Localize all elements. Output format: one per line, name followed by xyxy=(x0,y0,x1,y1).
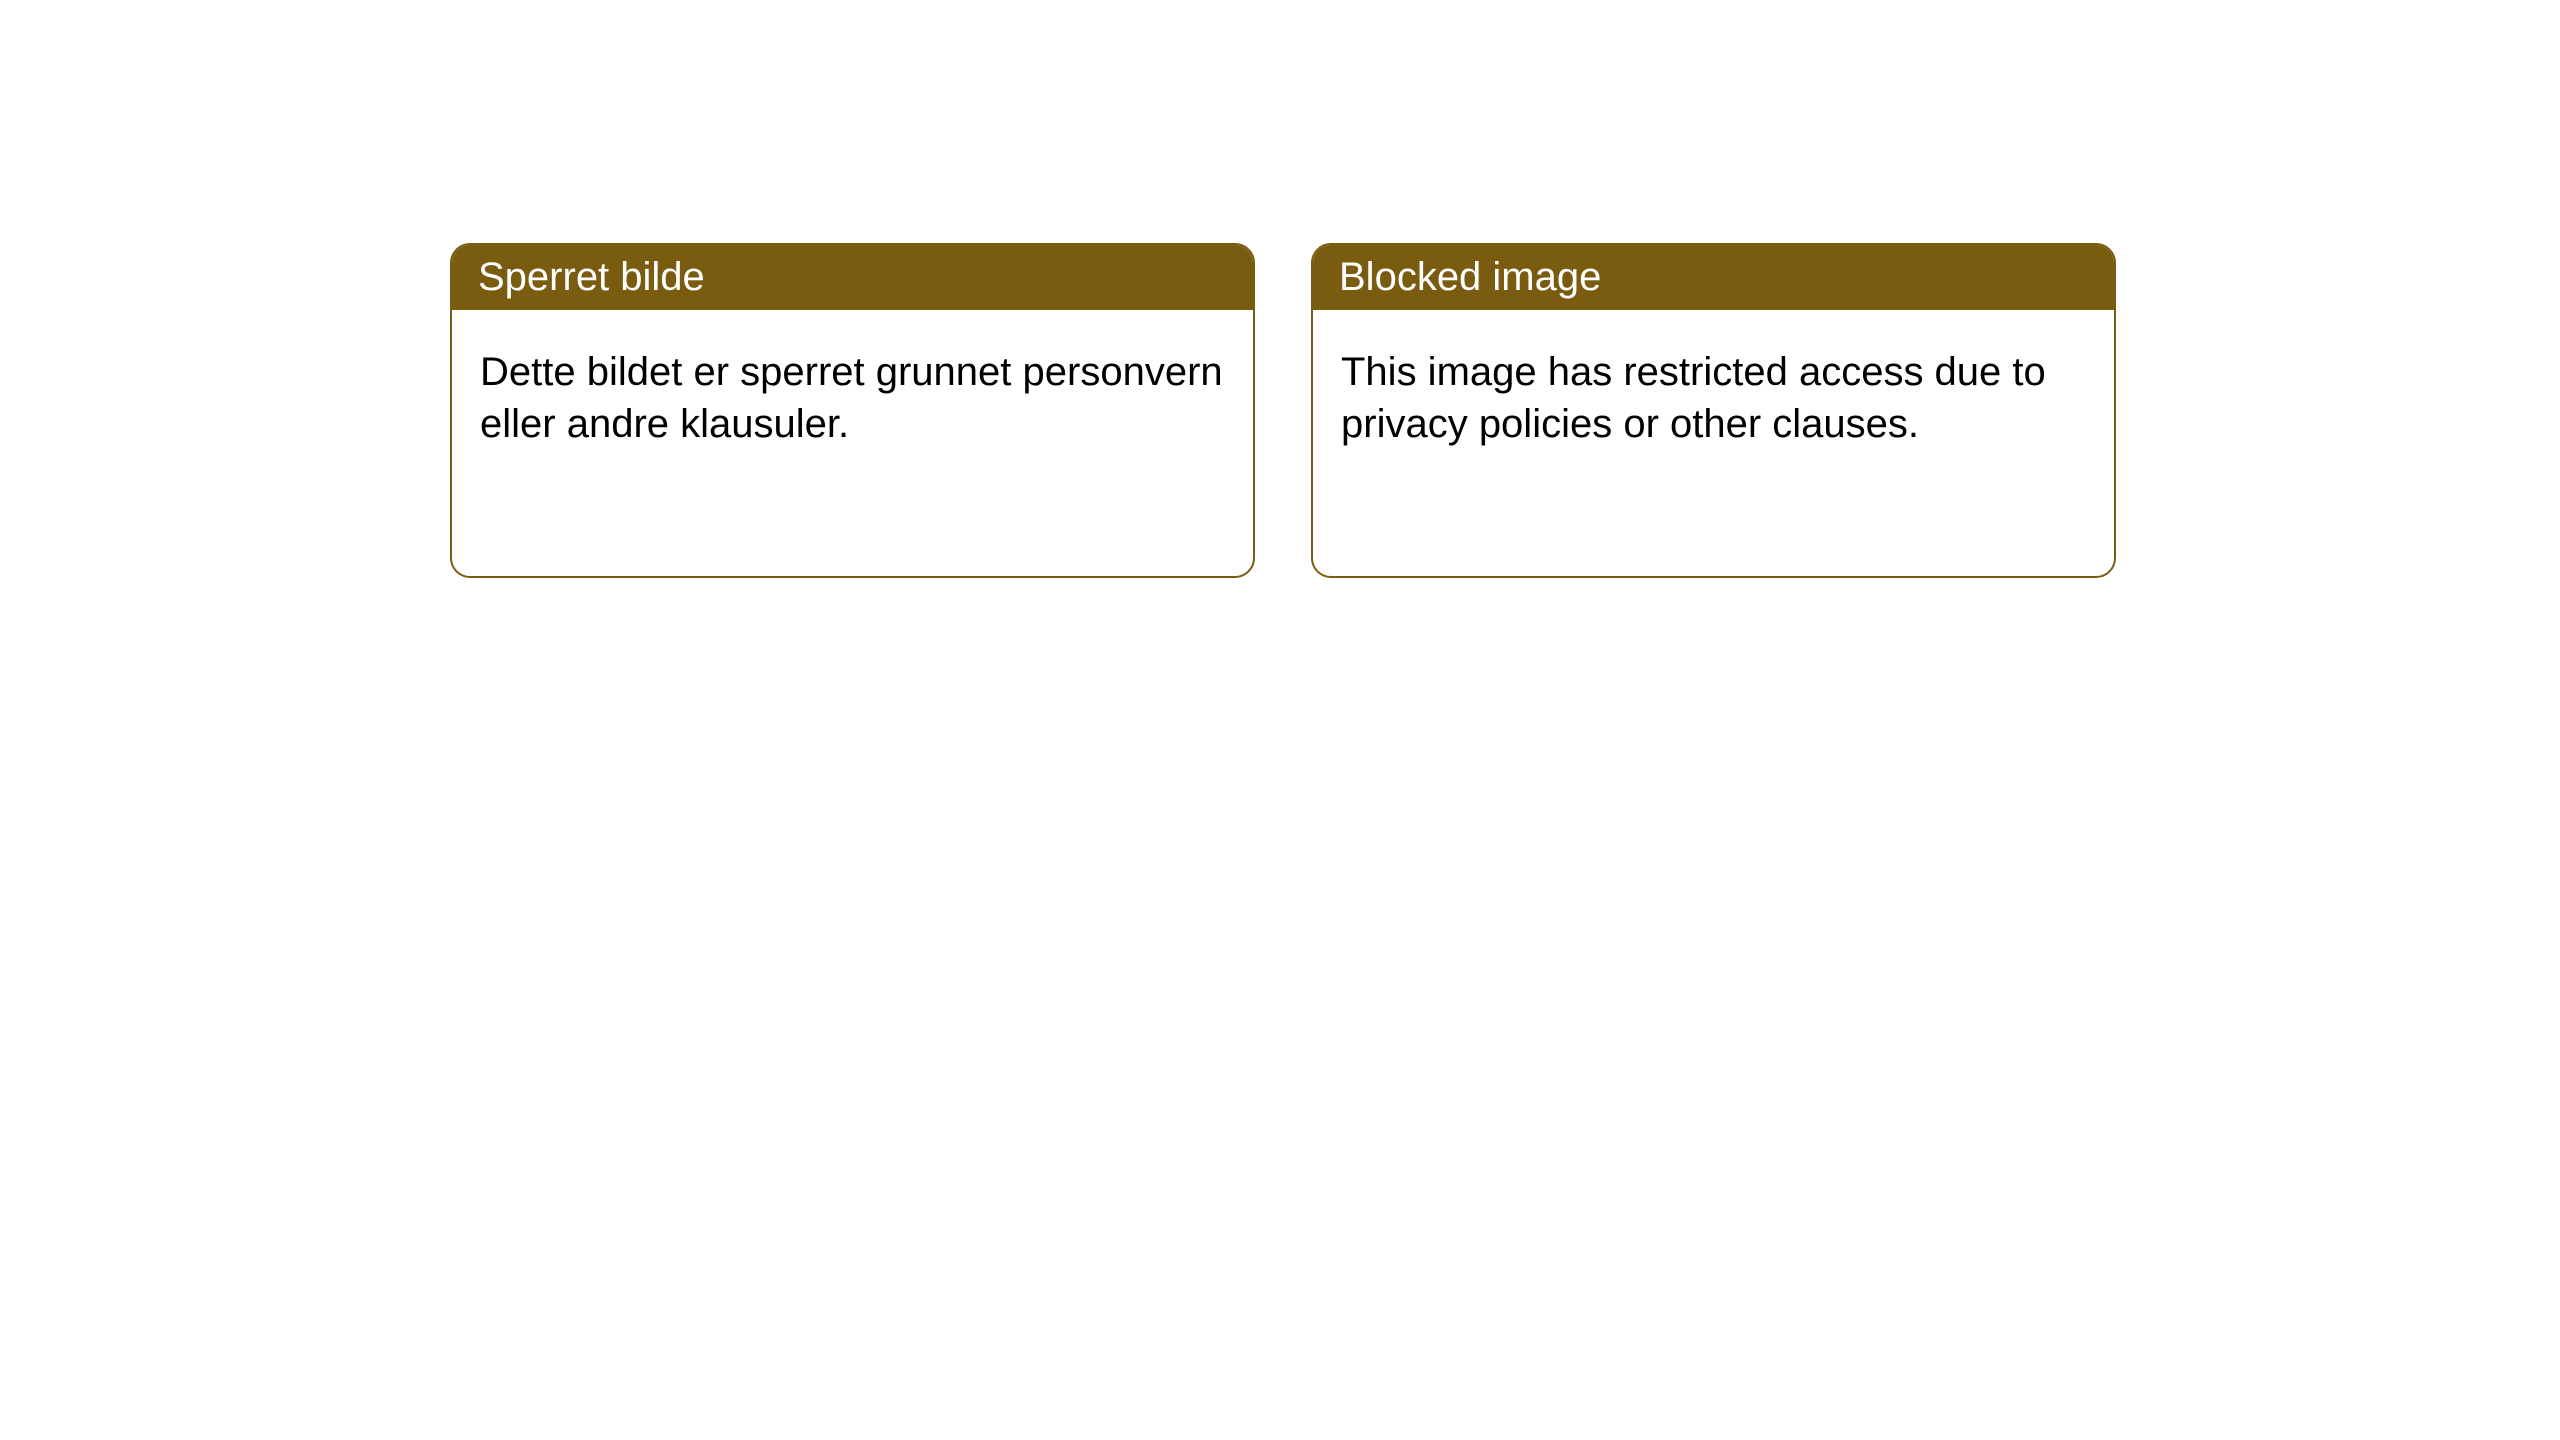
notice-title: Sperret bilde xyxy=(452,245,1253,310)
notice-title: Blocked image xyxy=(1313,245,2114,310)
notice-container: Sperret bilde Dette bildet er sperret gr… xyxy=(0,0,2560,578)
notice-card-en: Blocked image This image has restricted … xyxy=(1311,243,2116,578)
notice-body: Dette bildet er sperret grunnet personve… xyxy=(452,310,1253,486)
notice-card-no: Sperret bilde Dette bildet er sperret gr… xyxy=(450,243,1255,578)
notice-body: This image has restricted access due to … xyxy=(1313,310,2114,486)
